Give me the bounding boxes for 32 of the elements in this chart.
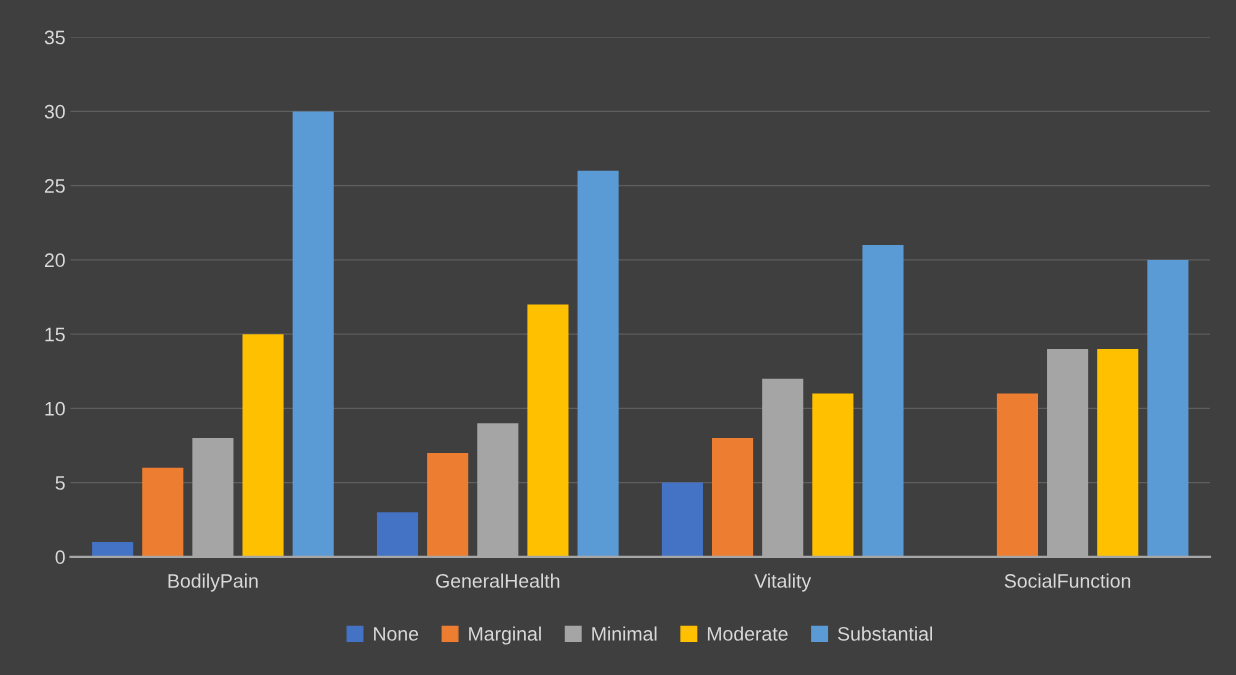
bar bbox=[661, 482, 703, 557]
bar bbox=[292, 111, 334, 557]
bar bbox=[812, 393, 854, 557]
bar bbox=[92, 542, 134, 557]
y-tick-label: 20 bbox=[44, 253, 65, 268]
bar bbox=[427, 452, 469, 557]
y-tick-label: 35 bbox=[44, 30, 65, 45]
bar bbox=[577, 170, 619, 557]
bar bbox=[242, 334, 284, 557]
legend-label: Moderate bbox=[707, 626, 788, 641]
bar bbox=[527, 304, 569, 557]
legend-label: Substantial bbox=[837, 626, 932, 641]
x-tick-label: Vitality bbox=[754, 573, 812, 592]
y-tick-label: 10 bbox=[45, 401, 65, 416]
bar bbox=[996, 393, 1039, 557]
x-tick-label: SocialFunction bbox=[1004, 573, 1131, 588]
y-tick-label: 25 bbox=[44, 179, 65, 193]
x-tick-label: BodilyPain bbox=[168, 573, 258, 592]
legend-label: None bbox=[374, 627, 419, 641]
y-tick-label: 30 bbox=[44, 104, 65, 119]
x-tick-label: GeneralHealth bbox=[436, 573, 560, 588]
y-tick-label: 15 bbox=[45, 327, 65, 342]
bar bbox=[1097, 348, 1139, 557]
legend-label: Minimal bbox=[592, 626, 657, 641]
bar bbox=[376, 512, 419, 557]
legend-label: Marginal bbox=[469, 626, 541, 645]
bar bbox=[142, 467, 184, 557]
bar bbox=[1147, 259, 1189, 557]
y-tick-label: 5 bbox=[55, 476, 65, 490]
y-tick-label: 0 bbox=[55, 550, 65, 565]
bar bbox=[712, 438, 754, 557]
bar bbox=[862, 245, 904, 557]
